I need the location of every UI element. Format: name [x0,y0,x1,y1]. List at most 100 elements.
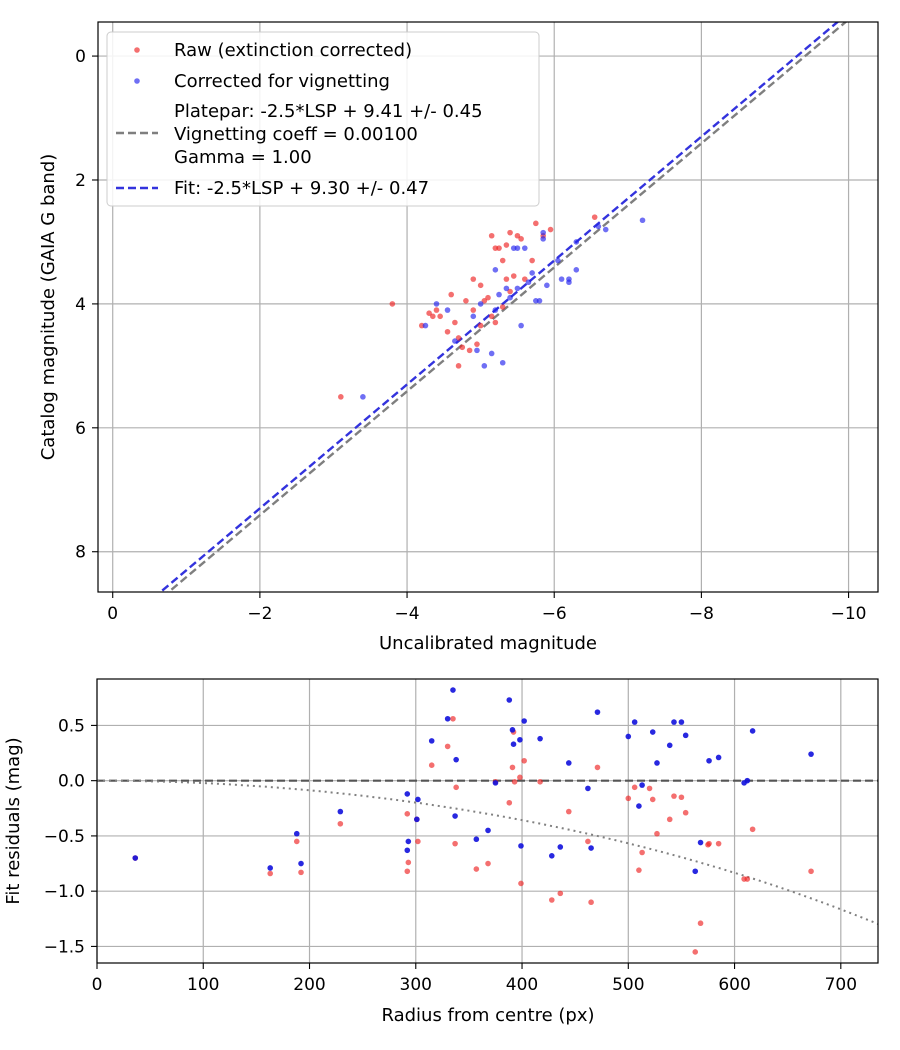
raw-residual-point [692,949,699,955]
corrected-residual-point [473,836,480,843]
x-tick-label: 700 [825,975,857,995]
corrected-residual-point [453,756,459,763]
corrected-point [521,245,528,251]
y-tick-label: 0.0 [58,772,85,792]
corrected-residual-point [404,847,411,854]
bottom-axes-frame [96,678,879,964]
raw-residual-point [450,715,456,722]
legend-platepar-line1: Platepar: -2.5*LSP + 9.41 +/- 0.45 [174,101,483,122]
corrected-residual-point [666,742,673,749]
corrected-residual-point [671,719,677,725]
y-tick-label: −1.5 [44,937,85,957]
corrected-residual-point [415,796,421,803]
y-tick-label: 0 [75,47,86,67]
y-tick-label: 6 [75,419,86,439]
raw-point [477,322,484,329]
raw-residual-point [671,793,677,799]
raw-point [488,313,495,320]
corrected-point [558,276,565,282]
corrected-residual-point [649,729,656,735]
raw-residual-point [749,826,756,833]
raw-point [485,294,491,301]
x-tick-label: 200 [293,975,325,995]
raw-point [455,363,462,369]
raw-residual-point [405,859,412,866]
corrected-point [422,322,429,329]
x-tick-label: 400 [506,975,538,995]
corrected-residual-point [715,754,722,761]
corrected-residual-point [267,865,274,871]
raw-point [529,257,535,264]
corrected-residual-point [298,860,304,867]
corrected-residual-point [585,785,591,792]
raw-residual-point [682,809,689,816]
corrected-point [595,223,602,230]
corrected-residual-point [692,868,699,875]
raw-point [389,301,396,307]
raw-point [437,313,443,320]
corrected-residual-point [548,853,555,859]
raw-residual-point [537,778,543,785]
raw-residual-point [631,784,638,791]
raw-residual-point [518,880,524,887]
raw-point [452,319,458,326]
corrected-point [492,267,499,273]
raw-point [496,245,502,251]
corrected-residual-point [808,751,814,757]
corrected-point [573,239,580,245]
corrected-residual-point [625,733,632,740]
corrected-point [481,363,488,369]
corrected-residual-point [337,808,344,815]
raw-residual-point [548,897,555,903]
raw-residual-point [705,841,711,848]
corrected-residual-point [450,687,456,693]
raw-residual-point [267,870,274,877]
corrected-point [507,294,513,301]
legend-raw-marker [134,47,140,53]
raw-residual-point [565,808,572,815]
raw-point [533,220,539,227]
corrected-residual-point [404,791,411,797]
legend-corrected-label: Corrected for vignetting [174,71,390,92]
corrected-residual-point [492,780,499,786]
corrected-residual-point [537,735,543,742]
corrected-point [433,301,440,307]
raw-point [518,236,524,242]
bottom-ylabel: Fit residuals (mag) [3,737,24,904]
raw-residual-point [485,860,491,867]
raw-residual-point [444,743,451,750]
magnitude-scatter-plot: 0 −2 −4 −6 −8 −10 0 2 4 6 8 Uncalibrated magnitude… [38,21,879,654]
raw-point [444,328,451,335]
raw-residual-point [697,920,704,927]
x-tick-label: −2 [247,604,272,624]
raw-point [492,319,499,326]
corrected-residual-point [510,741,517,747]
residuals-scatter-plot: 0 100 200 300 400 500 600 700 0.5 0.0 −0.5 −1.0 −1.5… [3,678,879,1026]
corrected-point [499,359,506,366]
raw-residual-point [509,764,516,771]
raw-residual-point [337,820,344,827]
raw-point [547,226,554,233]
corrected-residual-point [654,760,660,766]
raw-point [499,304,506,310]
corrected-residual-point [706,757,712,764]
raw-point [514,232,521,239]
x-tick-label: 0 [107,604,118,624]
fit-line [158,22,840,592]
corrected-point [529,270,535,276]
raw-residual-point [744,876,751,882]
raw-residual-point [646,785,653,792]
corrected-residual-point [631,719,638,725]
raw-point [463,298,469,304]
bottom-data-points [132,687,814,955]
raw-residual-point [473,866,480,872]
y-tick-label: 8 [75,543,86,563]
raw-residual-point [293,838,300,845]
raw-point [470,276,477,282]
corrected-residual-point [506,697,513,703]
raw-point [503,242,510,248]
corrected-point [566,276,572,282]
raw-residual-point [636,867,642,873]
top-ticks: 0 −2 −4 −6 −8 −10 0 2 4 6 8 [75,47,866,624]
raw-residual-point [678,794,685,801]
